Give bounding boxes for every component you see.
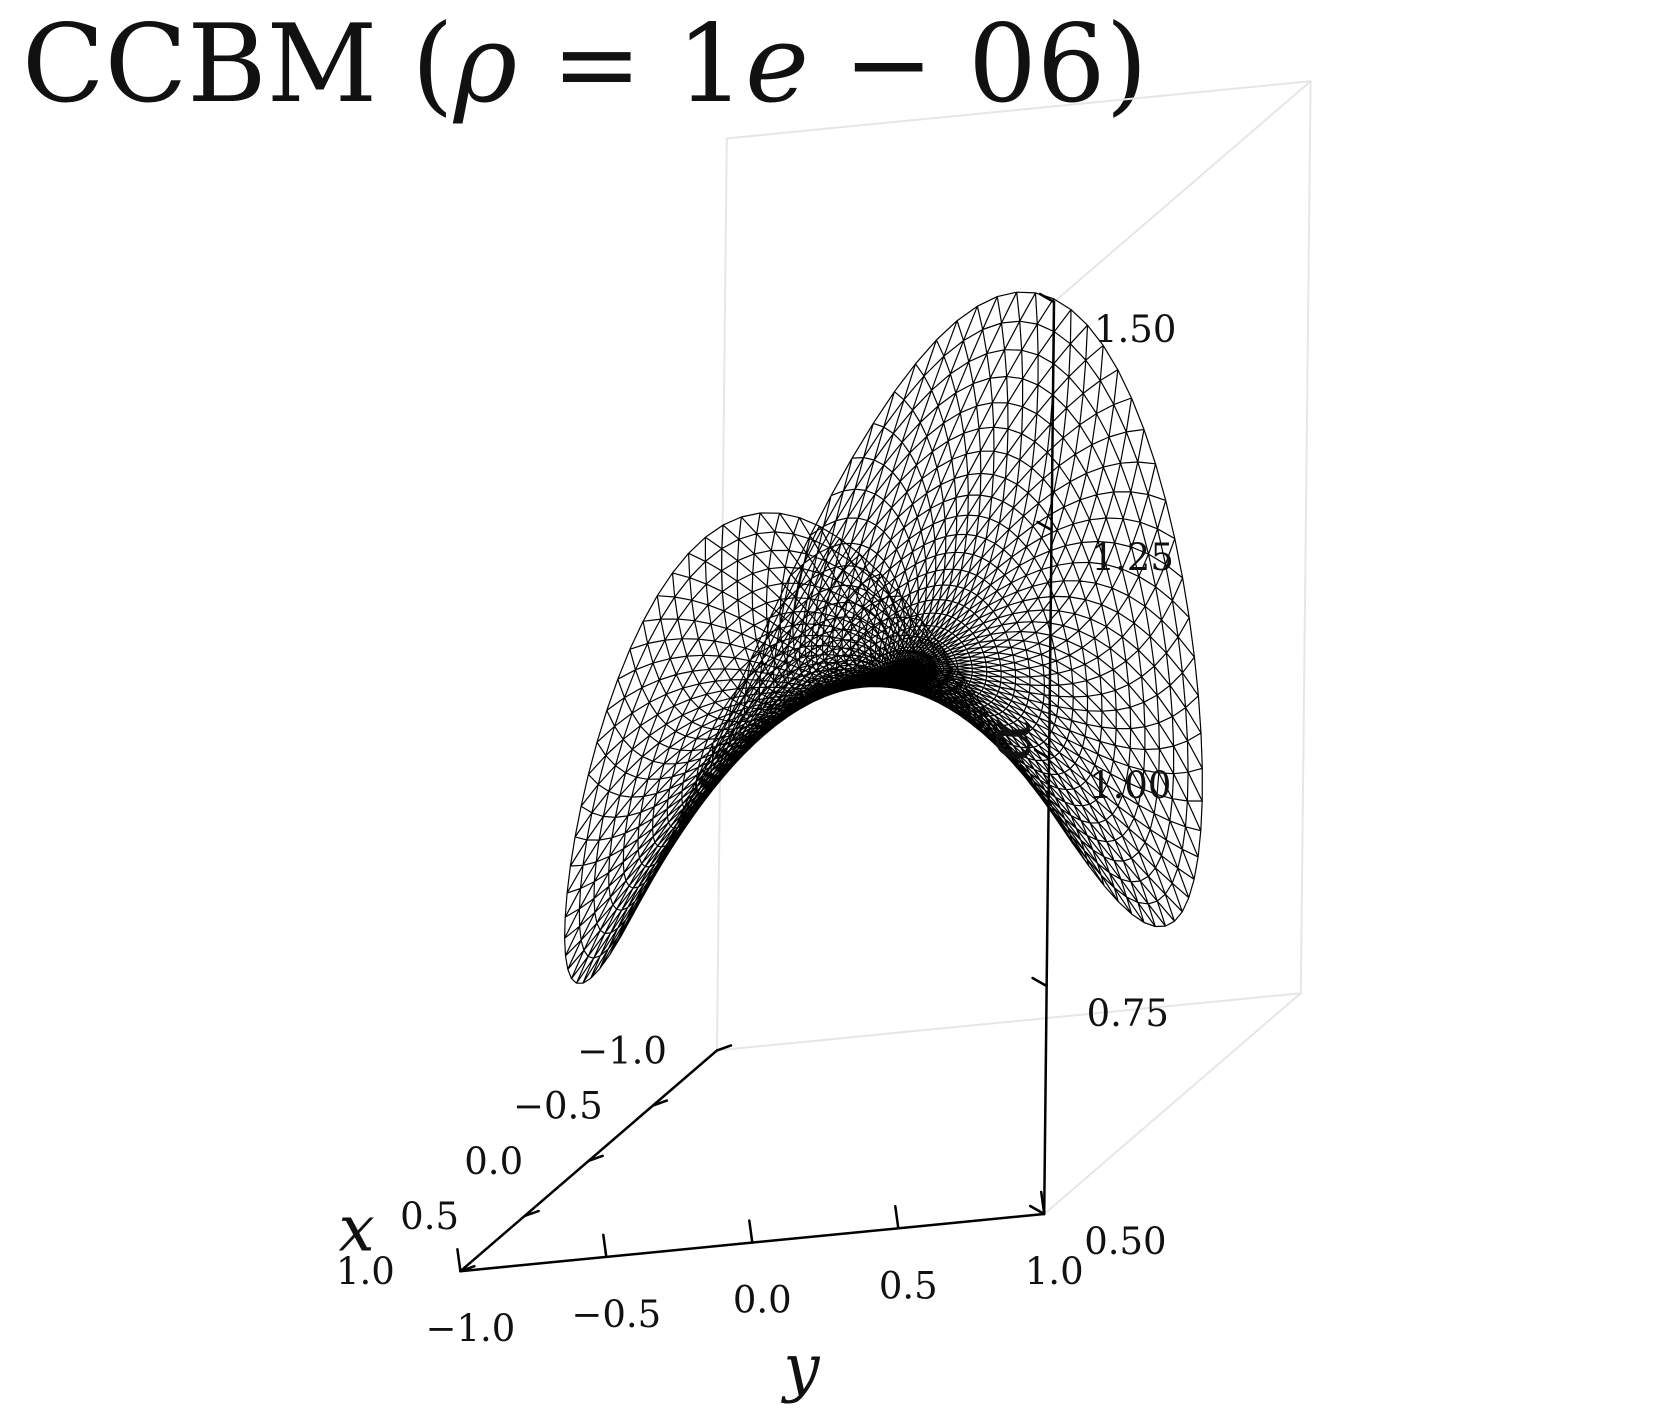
z-tick [1036,520,1053,532]
z-tick [1031,976,1048,988]
z-tick [1028,1204,1046,1216]
z-tick-label: 1.25 [1092,536,1174,579]
back-corner-edge [1299,80,1312,995]
axes [456,292,1056,1273]
z-tick-label: 1.00 [1089,764,1171,807]
title-prefix: CCBM ( [22,2,454,127]
title-rho: ρ [453,2,518,127]
x-tick-label: −0.5 [513,1085,603,1128]
y-tick-label: −0.5 [571,1293,661,1336]
title-e: e [745,2,809,127]
y-tick-label: 0.5 [879,1264,938,1307]
top-back-edge [725,80,1312,140]
z-tick-label: 0.75 [1087,992,1169,1035]
x-tick [715,1044,733,1052]
z-tick-label: 0.50 [1084,1220,1166,1263]
y-tick [1039,1190,1046,1216]
floor-back-edge [716,992,1302,1052]
title-rest: − 06) [808,2,1148,127]
x-tick-label: 0.5 [400,1195,459,1238]
top-right-edge [1053,80,1312,303]
title-eq: = 1 [517,2,746,127]
x-tick-label: −1.0 [577,1029,667,1072]
back-left-edge [716,137,728,1052]
y-tick [602,1233,608,1259]
y-tick [748,1219,754,1244]
y-tick-label: 0.0 [733,1279,792,1322]
x-tick [651,1099,669,1107]
chart-title: CCBM (ρ = 1e − 06) [22,0,1148,130]
z-tick [1038,292,1056,304]
y-tick-label: 1.0 [1025,1250,1084,1293]
y-axis-title: y [780,1332,820,1406]
x-tick [459,1264,476,1273]
y-tick-label: −1.0 [425,1307,515,1350]
y-tick [894,1205,900,1230]
surface-wireframe [564,291,1203,984]
x-tick-label: 1.0 [336,1250,395,1293]
axis-labels: −1.0−0.50.00.51.0−1.0 −0.5 0.0 0.5 1.00.500.… [336,308,1176,1406]
x-tick [523,1209,540,1218]
floor-right-edge [1043,992,1302,1215]
z-axis-title: α [971,718,1045,761]
z-tick [1033,748,1051,760]
y-tick [456,1247,462,1273]
x-tick [587,1154,604,1163]
x-axis-title: x [339,1192,375,1266]
z-tick-label: 1.50 [1094,308,1176,351]
axes-box [716,80,1312,1215]
x-tick-label: 0.0 [464,1140,523,1183]
surface-mesh [564,291,1203,984]
